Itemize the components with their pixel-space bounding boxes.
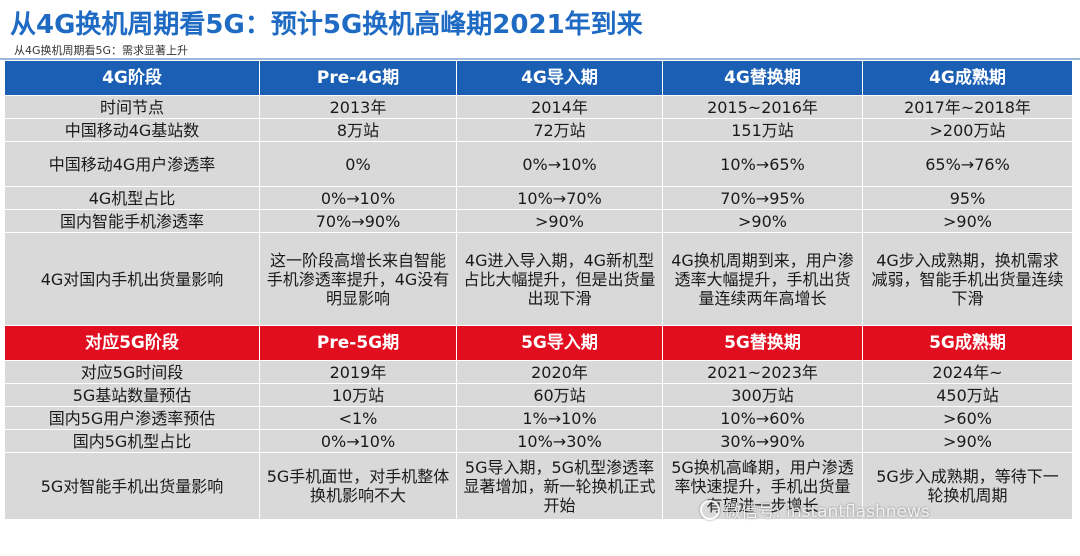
header-row-5g: 对应5G阶段 Pre-5G期 5G导入期 5G替换期 5G成熟期 xyxy=(4,325,1073,361)
table-cell: >90% xyxy=(456,209,663,233)
table-cell: 5G手机面世，对手机整体换机影响不大 xyxy=(259,452,457,520)
row-label: 国内智能手机渗透率 xyxy=(4,209,260,233)
table-cell: 2019年 xyxy=(259,360,457,384)
table-cell: 2014年 xyxy=(456,95,663,119)
table-cell: 0% xyxy=(259,141,457,187)
table-cell: >90% xyxy=(662,209,863,233)
table-cell: 0%→10% xyxy=(456,141,663,187)
header-cell: 4G替换期 xyxy=(662,60,863,96)
table-cell: >90% xyxy=(862,209,1073,233)
table-cell: 5G导入期，5G机型渗透率显著增加，新一轮换机正式开始 xyxy=(456,452,663,520)
row-label: 4G对国内手机出货量影响 xyxy=(4,232,260,326)
header-row-4g: 4G阶段 Pre-4G期 4G导入期 4G替换期 4G成熟期 xyxy=(4,60,1073,96)
table-cell: 8万站 xyxy=(259,118,457,142)
table-row: 国内智能手机渗透率 70%→90% >90% >90% >90% xyxy=(4,209,1073,233)
table-cell: >200万站 xyxy=(862,118,1073,142)
table-cell: 70%→95% xyxy=(662,186,863,210)
slide-subtitle: 从4G换机周期看5G：需求显著上升 xyxy=(14,44,189,57)
table-row: 4G机型占比 0%→10% 10%→70% 70%→95% 95% xyxy=(4,186,1073,210)
header-cell: 4G阶段 xyxy=(4,60,260,96)
table-cell: 4G步入成熟期，换机需求减弱，智能手机出货量连续下滑 xyxy=(862,232,1073,326)
table-row: 中国移动4G用户渗透率 0% 0%→10% 10%→65% 65%→76% xyxy=(4,141,1073,187)
table-cell: 2021~2023年 xyxy=(662,360,863,384)
title-divider xyxy=(0,58,1080,60)
table-cell: 95% xyxy=(862,186,1073,210)
header-cell: 4G导入期 xyxy=(456,60,663,96)
table-cell: 这一阶段高增长来自智能手机渗透率提升，4G没有明显影响 xyxy=(259,232,457,326)
table-row: 4G对国内手机出货量影响 这一阶段高增长来自智能手机渗透率提升，4G没有明显影响… xyxy=(4,232,1073,326)
table-cell: 72万站 xyxy=(456,118,663,142)
table-cell: 30%→90% xyxy=(662,429,863,453)
header-cell: 对应5G阶段 xyxy=(4,325,260,361)
table-row: 国内5G机型占比 0%→10% 10%→30% 30%→90% >90% xyxy=(4,429,1073,453)
table-cell: 5G步入成熟期，等待下一轮换机周期 xyxy=(862,452,1073,520)
table-cell: >60% xyxy=(862,406,1073,430)
comparison-table: 4G阶段 Pre-4G期 4G导入期 4G替换期 4G成熟期 时间节点 2013… xyxy=(4,60,1073,520)
table-cell: 2020年 xyxy=(456,360,663,384)
table-cell: 10%→60% xyxy=(662,406,863,430)
table-cell: 0%→10% xyxy=(259,429,457,453)
table-cell: 2024年~ xyxy=(862,360,1073,384)
header-cell: 5G导入期 xyxy=(456,325,663,361)
row-label: 中国移动4G基站数 xyxy=(4,118,260,142)
table-row: 时间节点 2013年 2014年 2015~2016年 2017年~2018年 xyxy=(4,95,1073,119)
table-cell: 4G换机周期到来，用户渗透率大幅提升，手机出货量连续两年高增长 xyxy=(662,232,863,326)
table-cell: 10%→30% xyxy=(456,429,663,453)
table-cell: <1% xyxy=(259,406,457,430)
table-cell: 300万站 xyxy=(662,383,863,407)
table-row: 国内5G用户渗透率预估 <1% 1%→10% 10%→60% >60% xyxy=(4,406,1073,430)
table-cell: 151万站 xyxy=(662,118,863,142)
header-cell: 5G替换期 xyxy=(662,325,863,361)
table-cell: 450万站 xyxy=(862,383,1073,407)
table-cell: 60万站 xyxy=(456,383,663,407)
table-row: 对应5G时间段 2019年 2020年 2021~2023年 2024年~ xyxy=(4,360,1073,384)
header-cell: 5G成熟期 xyxy=(862,325,1073,361)
row-label: 中国移动4G用户渗透率 xyxy=(4,141,260,187)
row-label: 5G基站数量预估 xyxy=(4,383,260,407)
table-cell: 10万站 xyxy=(259,383,457,407)
header-cell: Pre-5G期 xyxy=(259,325,457,361)
table-cell: 2015~2016年 xyxy=(662,95,863,119)
table-cell: 10%→70% xyxy=(456,186,663,210)
row-label: 国内5G用户渗透率预估 xyxy=(4,406,260,430)
row-label: 时间节点 xyxy=(4,95,260,119)
slide-title: 从4G换机周期看5G：预计5G换机高峰期2021年到来 xyxy=(10,10,643,40)
header-cell: Pre-4G期 xyxy=(259,60,457,96)
table-cell: 2017年~2018年 xyxy=(862,95,1073,119)
row-label: 对应5G时间段 xyxy=(4,360,260,384)
table-cell: 1%→10% xyxy=(456,406,663,430)
table-cell: >90% xyxy=(862,429,1073,453)
table-row: 5G对智能手机出货量影响 5G手机面世，对手机整体换机影响不大 5G导入期，5G… xyxy=(4,452,1073,520)
table-row: 5G基站数量预估 10万站 60万站 300万站 450万站 xyxy=(4,383,1073,407)
table-cell: 10%→65% xyxy=(662,141,863,187)
row-label: 5G对智能手机出货量影响 xyxy=(4,452,260,520)
table-cell: 65%→76% xyxy=(862,141,1073,187)
table-cell: 4G进入导入期，4G新机型占比大幅提升，但是出货量出现下滑 xyxy=(456,232,663,326)
table-row: 中国移动4G基站数 8万站 72万站 151万站 >200万站 xyxy=(4,118,1073,142)
table-cell: 70%→90% xyxy=(259,209,457,233)
header-cell: 4G成熟期 xyxy=(862,60,1073,96)
row-label: 4G机型占比 xyxy=(4,186,260,210)
table-cell: 2013年 xyxy=(259,95,457,119)
table-cell: 0%→10% xyxy=(259,186,457,210)
row-label: 国内5G机型占比 xyxy=(4,429,260,453)
table-cell: 5G换机高峰期，用户渗透率快速提升，手机出货量有望进一步增长 xyxy=(662,452,863,520)
